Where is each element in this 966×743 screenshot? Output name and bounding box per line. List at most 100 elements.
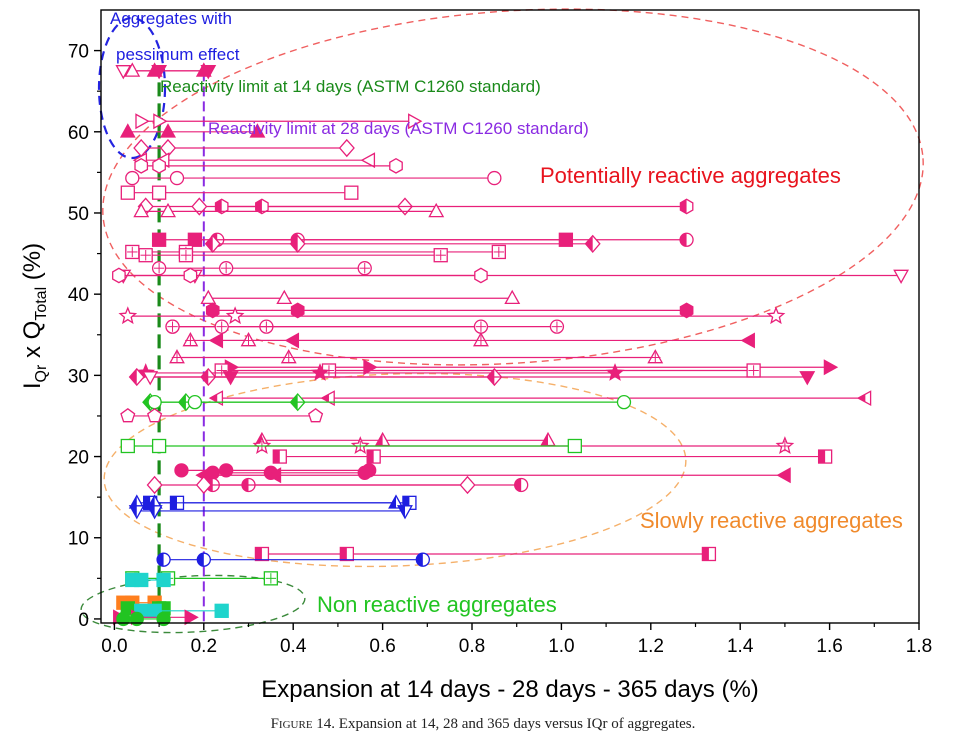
data-series-33	[208, 390, 872, 407]
data-series	[112, 62, 910, 627]
data-point	[225, 306, 245, 325]
data-series-40	[272, 449, 833, 464]
data-point-half-fill	[680, 233, 687, 247]
data-series-3	[135, 113, 423, 130]
data-point	[156, 611, 171, 627]
data-point	[266, 467, 282, 484]
data-series-1	[124, 62, 212, 77]
data-point-half-fill	[818, 450, 826, 464]
plot-frame	[100, 9, 920, 624]
data-series-24	[165, 319, 489, 334]
data-point	[195, 62, 212, 77]
data-point	[191, 197, 208, 216]
y-tick-label: 10	[68, 529, 89, 550]
data-point-half-fill	[514, 478, 522, 492]
data-series-49	[254, 546, 717, 562]
data-point	[290, 302, 305, 319]
figure-caption: Figure 14. Expansion at 14, 28 and 365 d…	[0, 716, 966, 733]
data-series-32	[142, 371, 816, 386]
region-label-potentially-reactive: Potentially reactive aggregates	[540, 163, 841, 188]
data-point-half-fill	[402, 496, 410, 510]
data-point	[133, 202, 150, 218]
x-axis: 0.0 0.2 0.4 0.6 0.8 1.0 1.2 1.4 1.6 1.8	[101, 623, 932, 657]
data-point	[474, 267, 488, 284]
non-reactive-region	[80, 574, 306, 634]
data-point	[776, 467, 791, 484]
data-series-2	[119, 123, 266, 138]
data-point	[120, 438, 135, 454]
data-point-half-fill	[585, 235, 593, 252]
data-series-10	[214, 198, 694, 215]
data-series-27	[169, 349, 664, 364]
data-point	[151, 185, 167, 200]
data-point	[134, 157, 149, 174]
data-series-21	[205, 302, 694, 319]
data-point	[344, 185, 359, 200]
data-point	[146, 475, 163, 495]
region-label-pessimum-line2: pessimum effect	[116, 45, 240, 64]
data-point-half-fill	[197, 553, 204, 567]
data-point	[118, 306, 138, 325]
y-axis: 0 10 20 30 40 50 60 70	[68, 42, 101, 631]
data-point-half-fill	[129, 368, 137, 386]
expansion-scatter-chart: 0.0 0.2 0.4 0.6 0.8 1.0 1.2 1.4 1.6 1.8 0 10 20 30 40…	[19, 8, 932, 703]
data-point-half-fill	[702, 547, 709, 561]
data-series-5	[132, 152, 376, 169]
data-point	[558, 232, 574, 247]
x-tick-label: 1.0	[548, 636, 574, 657]
data-point	[119, 123, 136, 138]
data-point	[160, 202, 177, 218]
y-tick-label: 50	[68, 204, 89, 225]
data-series-17	[151, 261, 372, 276]
data-point	[169, 170, 185, 186]
data-point	[151, 438, 167, 454]
data-series-14	[204, 234, 601, 253]
data-point	[823, 359, 839, 376]
data-point-half-fill	[389, 495, 397, 508]
data-point-half-fill	[375, 433, 383, 446]
data-point-half-fill	[858, 394, 866, 403]
data-point-half-fill	[290, 235, 298, 252]
y-tick-label: 60	[68, 123, 89, 144]
caption-text: Expansion at 14, 28 and 365 days versus …	[338, 716, 696, 732]
data-point	[363, 359, 378, 376]
pessimum-region	[97, 16, 167, 160]
data-point	[276, 289, 293, 305]
data-series-7	[125, 170, 502, 186]
data-series-20	[200, 289, 521, 305]
data-series-8	[120, 185, 359, 200]
data-series-48	[128, 505, 413, 520]
x-tick-label: 1.8	[906, 636, 932, 657]
data-point	[156, 572, 171, 588]
data-point	[120, 185, 135, 200]
x-tick-label: 0.8	[459, 636, 485, 657]
data-point-half-fill	[398, 505, 405, 519]
potentially-reactive-region	[102, 8, 924, 366]
data-point	[428, 202, 445, 218]
data-point	[146, 62, 163, 77]
data-point	[487, 170, 502, 186]
data-point	[120, 407, 136, 423]
x-tick-label: 1.6	[816, 636, 842, 657]
data-point	[679, 302, 694, 319]
data-point-half-fill	[340, 547, 347, 561]
data-point	[112, 267, 126, 284]
data-point	[184, 609, 199, 626]
x-tick-label: 0.2	[191, 636, 217, 657]
data-series-47	[128, 494, 404, 509]
region-label-slowly-reactive: Slowly reactive aggregates	[640, 508, 903, 533]
data-point-half-fill	[143, 394, 151, 411]
data-point	[799, 371, 816, 386]
data-point	[115, 65, 132, 80]
data-point-half-fill	[273, 450, 280, 464]
data-point-half-fill	[147, 505, 155, 519]
x-axis-title: Expansion at 14 days - 28 days - 365 day…	[261, 676, 759, 703]
data-series-16	[138, 248, 448, 263]
y-tick-label: 30	[68, 366, 89, 387]
data-series-18	[115, 269, 910, 284]
data-series-26	[182, 331, 489, 347]
data-point	[504, 289, 521, 305]
data-point	[153, 113, 168, 130]
data-series-13	[151, 232, 574, 247]
data-series-39	[120, 438, 582, 454]
